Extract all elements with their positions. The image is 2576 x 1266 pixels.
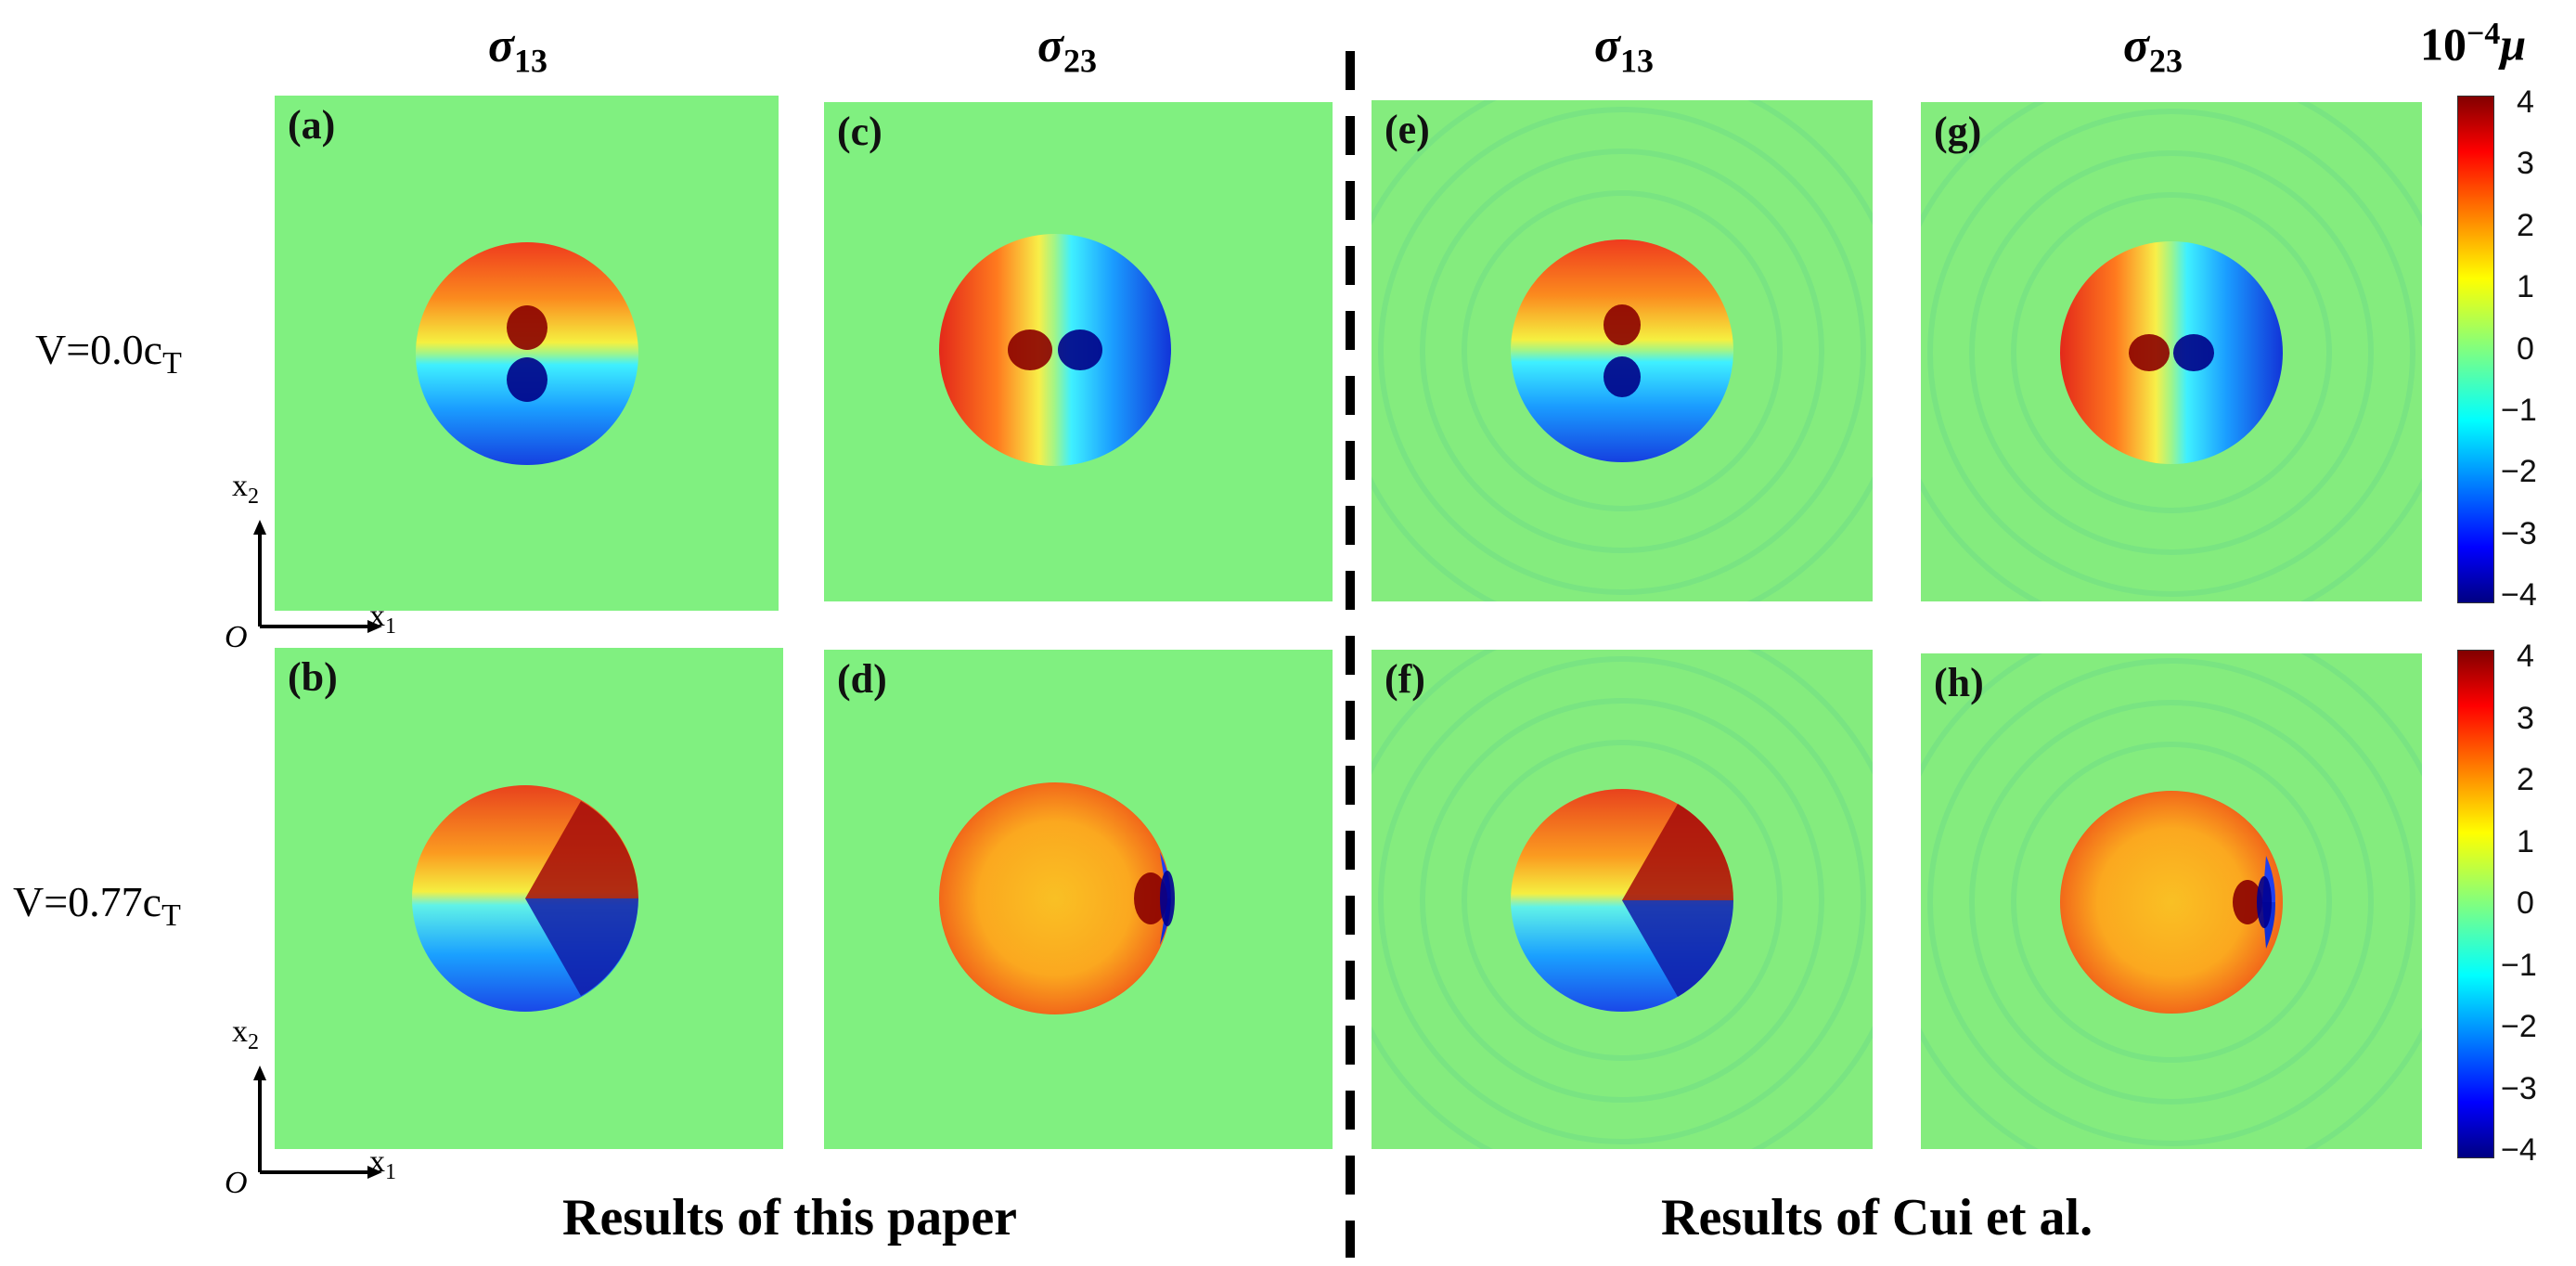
- panel-a-plot: [275, 96, 779, 611]
- panel-label-g: (g): [1934, 109, 1982, 154]
- colorbar-tick-label: 0: [2517, 330, 2534, 367]
- axis-label-sub: 2: [248, 484, 259, 509]
- panel-label-f: (f): [1385, 656, 1425, 702]
- panel-c-sigma23-static: (c): [824, 102, 1333, 601]
- panel-d-plot: [824, 650, 1333, 1149]
- column-heading-base: σ: [487, 19, 515, 72]
- colorbar-unit: 10−4μ: [2420, 17, 2526, 71]
- colorbar-tick-label: 2: [2517, 762, 2534, 797]
- axis-label-x1-bottom: x1: [369, 1144, 396, 1185]
- colorbar-tick-label: 3: [2517, 146, 2534, 182]
- panel-e-plot: [1372, 100, 1873, 601]
- panel-a-sigma13-static: (a): [275, 96, 779, 611]
- panel-label-a: (a): [288, 102, 336, 148]
- column-heading-sigma13-right: σ13: [1485, 19, 1763, 80]
- panel-b-plot: [275, 648, 783, 1149]
- dashed-divider: [1346, 51, 1355, 1258]
- column-heading-base: σ: [1037, 19, 1064, 72]
- axis-label-sub: 1: [385, 1159, 396, 1184]
- panel-g-plot: [1921, 102, 2422, 601]
- column-heading-sub: 23: [2149, 42, 2183, 80]
- panel-label-c: (c): [837, 109, 882, 154]
- axis-label-x2-bottom: x2: [232, 1014, 259, 1055]
- colorbar-tick-label: −3: [2501, 1070, 2537, 1106]
- panel-h-sigma23-moving-cui: (h): [1921, 653, 2422, 1149]
- column-heading-sigma23-right: σ23: [2014, 19, 2292, 80]
- panel-label-e: (e): [1385, 107, 1430, 152]
- axis-label-base: x: [369, 599, 385, 633]
- colorbar-tick-label: 3: [2517, 700, 2534, 736]
- axis-label-sub: 2: [248, 1029, 259, 1054]
- column-heading-sub: 13: [1620, 42, 1655, 80]
- colorbar-tick-label: −1: [2501, 392, 2537, 428]
- colorbar-tick-label: −2: [2501, 454, 2537, 490]
- origin-label-top: O: [225, 620, 248, 654]
- colorbar-unit-symbol: μ: [2500, 18, 2527, 71]
- panel-label-b: (b): [288, 654, 338, 700]
- axis-label-x1-top: x1: [369, 599, 396, 639]
- colorbar-tick-label: 0: [2517, 885, 2534, 921]
- colorbar-unit-exp: −4: [2467, 17, 2501, 51]
- column-heading-sub: 23: [1063, 42, 1098, 80]
- panel-f-sigma13-moving-cui: (f): [1372, 650, 1873, 1149]
- colorbar-top: [2457, 96, 2494, 603]
- axis-label-sub: 1: [385, 614, 396, 639]
- column-heading-sigma13-left: σ13: [379, 19, 657, 80]
- colorbar-tick-label: 1: [2517, 823, 2534, 859]
- colorbar-tick-label: −4: [2501, 1132, 2537, 1168]
- axis-label-base: x: [369, 1144, 385, 1179]
- row-label-sub: T: [162, 346, 182, 381]
- row-label-v077: V=0.77cT: [13, 877, 181, 934]
- colorbar-tick-label: −3: [2501, 515, 2537, 551]
- panel-d-sigma23-moving: (d): [824, 650, 1333, 1149]
- origin-label-bottom: O: [225, 1166, 248, 1200]
- axis-label-base: x: [232, 469, 248, 503]
- footer-left: Results of this paper: [562, 1189, 1018, 1247]
- colorbar-tick-label: −2: [2501, 1009, 2537, 1044]
- panel-label-h: (h): [1934, 660, 1984, 705]
- axis-indicator-top: [253, 520, 382, 633]
- panel-label-d: (d): [837, 656, 887, 702]
- colorbar-tick-label: 4: [2517, 639, 2534, 674]
- panel-c-plot: [824, 102, 1333, 601]
- panel-e-sigma13-static-cui: (e): [1372, 100, 1873, 601]
- panel-g-sigma23-static-cui: (g): [1921, 102, 2422, 601]
- axis-label-x2-top: x2: [232, 469, 259, 510]
- row-label-text: V=0.77c: [13, 878, 162, 925]
- colorbar-unit-prefix: 10: [2420, 18, 2467, 71]
- colorbar-tick-label: 4: [2517, 84, 2534, 120]
- row-label-text: V=0.0c: [35, 326, 163, 373]
- colorbar-tick-label: −1: [2501, 947, 2537, 983]
- column-heading-sigma23-left: σ23: [928, 19, 1206, 80]
- column-heading-sub: 13: [514, 42, 548, 80]
- colorbar-tick-label: 1: [2517, 269, 2534, 305]
- colorbar-tick-label: −4: [2501, 577, 2537, 613]
- colorbar-tick-label: 2: [2517, 207, 2534, 243]
- panel-h-plot: [1921, 653, 2422, 1149]
- column-heading-base: σ: [1593, 19, 1621, 72]
- axis-indicator-bottom: [253, 1066, 382, 1179]
- column-heading-base: σ: [2122, 19, 2150, 72]
- colorbar-bottom: [2457, 650, 2494, 1158]
- panel-b-sigma13-moving: (b): [275, 648, 783, 1149]
- footer-right: Results of Cui et al.: [1661, 1189, 2093, 1247]
- axis-label-base: x: [232, 1014, 248, 1049]
- row-label-v0: V=0.0cT: [35, 325, 182, 381]
- panel-f-plot: [1372, 650, 1873, 1149]
- row-label-sub: T: [161, 898, 181, 934]
